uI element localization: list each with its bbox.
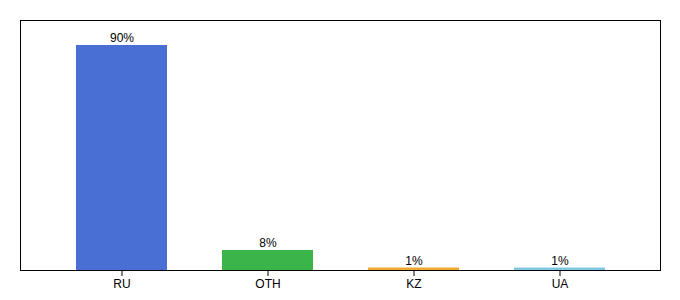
- svg-text:8%: 8%: [259, 236, 277, 250]
- svg-text:1%: 1%: [405, 254, 423, 268]
- svg-text:1%: 1%: [551, 254, 569, 268]
- svg-text:RU: RU: [113, 277, 130, 291]
- svg-text:OTH: OTH: [255, 277, 280, 291]
- svg-text:UA: UA: [552, 277, 569, 291]
- svg-text:90%: 90%: [110, 31, 134, 45]
- svg-text:KZ: KZ: [406, 277, 421, 291]
